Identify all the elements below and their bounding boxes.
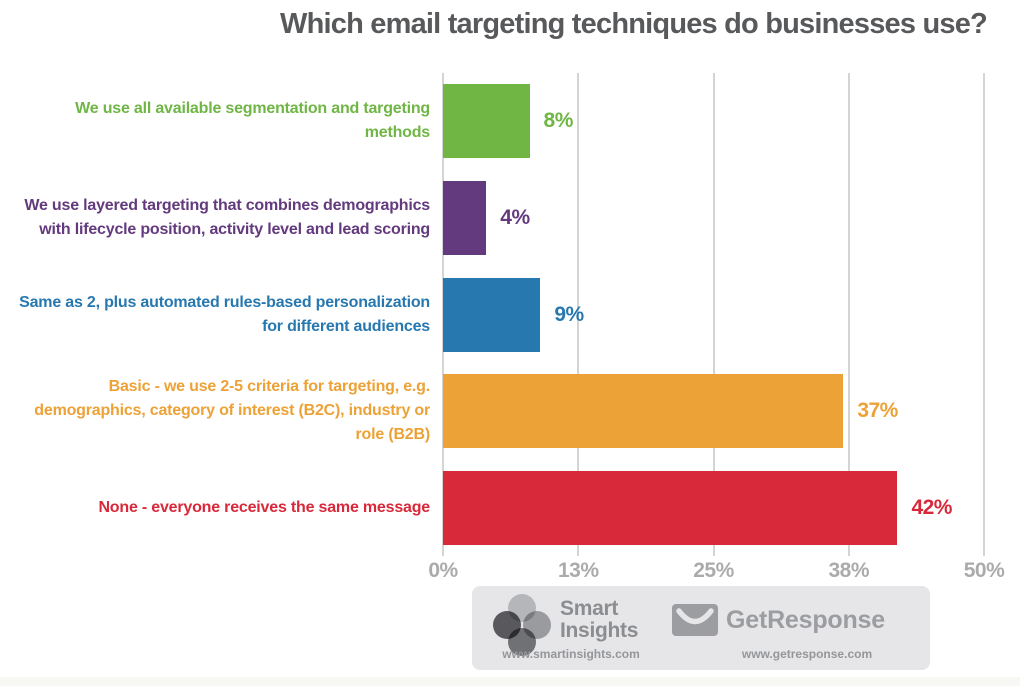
smart-insights-wordmark: Smart Insights <box>560 597 639 643</box>
bottom-strip <box>0 677 1020 686</box>
x-tick-label: 38% <box>828 559 870 582</box>
category-label: None - everyone receives the same messag… <box>98 498 430 516</box>
category-label: Same as 2, plus automated rules-based pe… <box>19 293 430 335</box>
gridline <box>847 73 850 556</box>
getresponse-wordmark: GetResponse <box>726 606 885 634</box>
value-label: 42% <box>911 495 952 519</box>
bar <box>443 470 898 545</box>
value-label: 8% <box>543 109 574 133</box>
smart-insights-name-line2: Insights <box>560 619 639 643</box>
gridline <box>577 73 580 556</box>
value-label: 9% <box>554 302 584 326</box>
attribution-footer: Smart Insights www.smartinsights.com Get… <box>472 586 930 670</box>
gridline <box>983 73 985 556</box>
bar <box>443 374 844 449</box>
bar <box>443 84 530 159</box>
bar <box>443 180 487 255</box>
chart-title: Which email targeting techniques do busi… <box>280 8 988 40</box>
bar <box>443 277 541 352</box>
category-label: Basic - we use 2-5 criteria for targetin… <box>34 378 430 444</box>
x-tick-label: 13% <box>557 559 599 582</box>
smart-insights-url: www.smartinsights.com <box>502 647 640 661</box>
category-label: We use all available segmentation and ta… <box>75 100 430 142</box>
value-label: 4% <box>500 205 530 229</box>
logo-circle <box>508 628 536 656</box>
envelope-icon <box>672 604 718 641</box>
gridline <box>712 73 715 556</box>
x-tick-label: 0% <box>428 559 458 582</box>
getresponse-url: www.getresponse.com <box>741 647 873 661</box>
x-tick-label: 25% <box>693 559 734 582</box>
category-label: We use layered targeting that combines d… <box>24 196 430 238</box>
value-label: 37% <box>857 399 898 423</box>
smart-insights-name-line1: Smart <box>560 597 619 620</box>
x-tick-label: 50% <box>963 559 1005 582</box>
smart-insights-logo-icon <box>492 594 552 656</box>
